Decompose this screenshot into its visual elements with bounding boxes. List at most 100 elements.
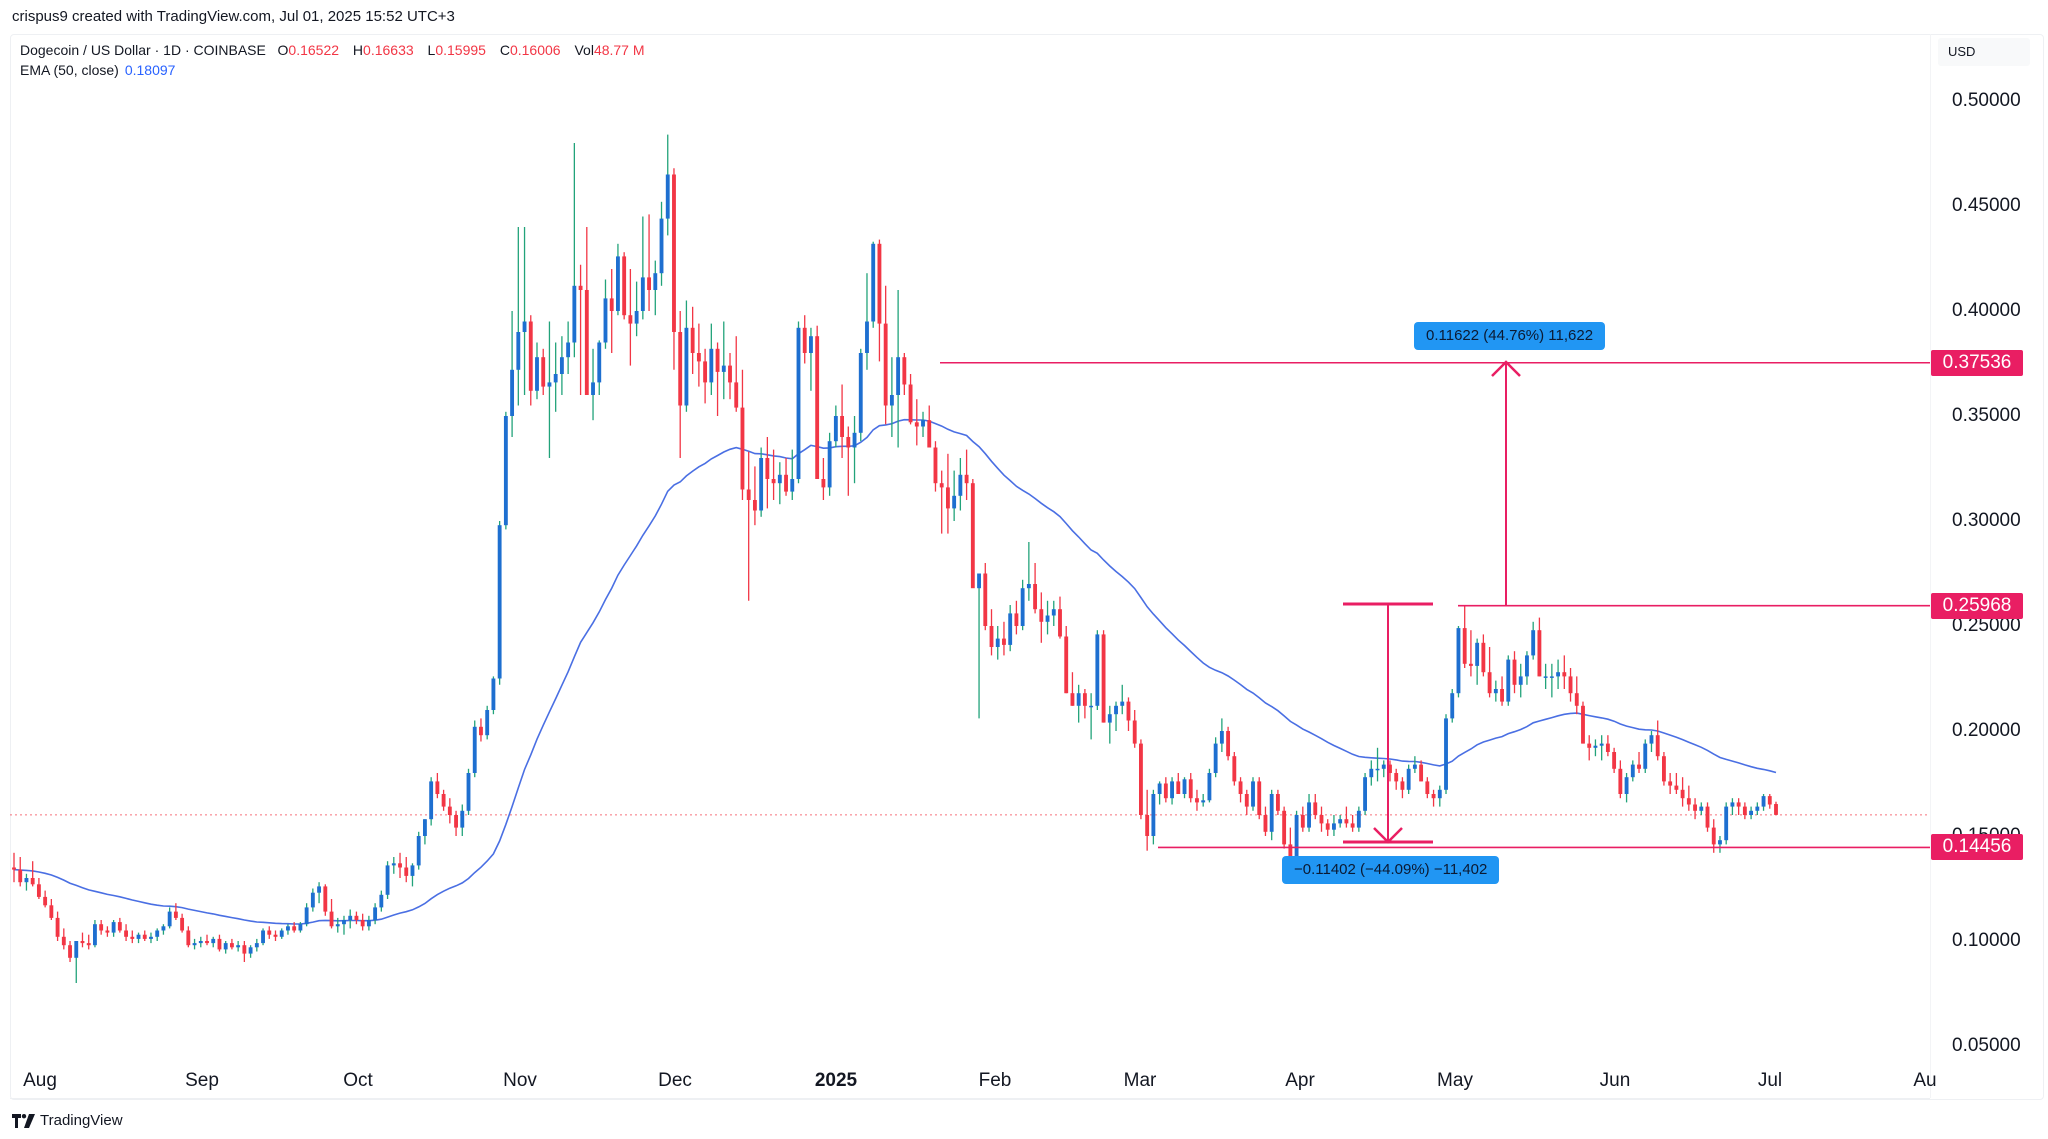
measure-label-down: −0.11402 (−44.09%) −11,402	[1282, 856, 1500, 884]
candle-body	[1195, 798, 1199, 803]
low-value: 0.15995	[435, 42, 486, 58]
candle-body	[142, 934, 147, 939]
candle-body	[205, 941, 209, 944]
candle-body	[1307, 802, 1311, 828]
candle-body	[535, 357, 539, 391]
candle-body	[310, 892, 315, 908]
candle-body	[1456, 628, 1461, 694]
candle-body	[323, 886, 328, 912]
candle-body	[1624, 777, 1629, 794]
candle-body	[703, 361, 708, 383]
ema-value: 0.18097	[124, 62, 176, 78]
price-tick-label: 0.45000	[1952, 195, 2021, 216]
candle-body	[1481, 642, 1486, 673]
candle-body	[1008, 613, 1013, 645]
measure-up-arrow-icon	[1491, 360, 1521, 377]
candle-body	[510, 369, 515, 416]
candle-body	[373, 907, 378, 920]
price-tick-label: 0.35000	[1952, 405, 2021, 426]
volume-label: Vol	[574, 42, 594, 58]
level-price-tag: 0.14456	[1931, 834, 2023, 861]
candle-body	[479, 726, 483, 736]
candle-body	[572, 285, 577, 343]
candle-body	[1693, 804, 1697, 811]
candlestick-plot[interactable]	[0, 0, 1930, 1050]
candle-body	[653, 273, 658, 290]
candle-body	[647, 277, 651, 290]
chart-legend: Dogecoin / US Dollar · 1D · COINBASE O0.…	[20, 40, 655, 80]
candle-body	[1151, 794, 1156, 836]
symbol-title[interactable]: Dogecoin / US Dollar · 1D · COINBASE	[20, 42, 266, 58]
candle-body	[840, 416, 845, 437]
candle-body	[1525, 655, 1529, 677]
tradingview-logo[interactable]: TradingView	[12, 1112, 123, 1129]
candle-body	[914, 422, 919, 427]
candle-body	[1058, 609, 1062, 637]
candle-body	[883, 323, 888, 406]
candle-body	[217, 938, 222, 950]
ema-line	[13, 418, 1777, 925]
candle-body	[1419, 764, 1424, 782]
time-tick-label: Apr	[1285, 1070, 1315, 1091]
candle-body	[254, 943, 259, 948]
candle-body	[1338, 819, 1343, 824]
close-label: C	[499, 42, 510, 58]
candle-body	[354, 915, 359, 920]
candle-body	[983, 573, 988, 626]
currency-label[interactable]: USD	[1938, 38, 2030, 66]
candle-body	[1363, 777, 1368, 811]
price-tick-label: 0.40000	[1952, 300, 2021, 321]
candle-body	[908, 384, 913, 423]
brand-name: TradingView	[40, 1112, 123, 1129]
candle-body	[1512, 659, 1517, 685]
candle-body	[80, 941, 85, 944]
candle-body	[1120, 701, 1125, 706]
candle-body	[329, 911, 334, 927]
candle-body	[1257, 781, 1262, 815]
candle-body	[1033, 584, 1038, 610]
price-tick-label: 0.25000	[1952, 615, 2021, 636]
candle-body	[317, 886, 322, 893]
candle-body	[945, 487, 950, 509]
candle-body	[1388, 764, 1392, 773]
candle-body	[242, 945, 247, 954]
candle-body	[1232, 756, 1237, 782]
candle-body	[1101, 634, 1106, 723]
candle-body	[447, 806, 452, 815]
price-tick-label: 0.10000	[1952, 930, 2021, 951]
candle-body	[1475, 642, 1480, 666]
chart-frame	[10, 34, 2044, 1100]
candle-body	[1705, 806, 1710, 828]
candle-body	[522, 321, 527, 332]
candle-body	[36, 884, 41, 897]
candle-body	[696, 353, 701, 362]
candle-body	[167, 911, 172, 927]
candle-body	[1400, 781, 1405, 790]
time-tick-label: Nov	[503, 1070, 537, 1091]
high-value: 0.16633	[363, 42, 414, 58]
ema-row[interactable]: EMA (50, close) 0.18097	[20, 60, 655, 80]
candle-body	[1381, 764, 1386, 769]
candle-body	[1014, 613, 1019, 626]
candle-body	[553, 374, 558, 383]
candle-body	[921, 420, 925, 427]
candle-body	[1637, 764, 1641, 769]
candle-body	[1070, 693, 1075, 706]
candle-body	[1269, 794, 1274, 832]
candle-body	[1531, 630, 1536, 656]
time-tick-label: Mar	[1123, 1070, 1157, 1091]
candle-body	[192, 943, 197, 946]
candle-body	[460, 810, 465, 828]
candle-body	[1300, 815, 1305, 828]
candle-body	[815, 336, 820, 479]
candle-body	[1288, 844, 1293, 857]
candle-body	[790, 479, 795, 492]
candle-body	[603, 298, 608, 343]
candle-body	[1126, 701, 1131, 721]
candle-body	[1468, 663, 1473, 666]
candle-body	[1574, 693, 1579, 706]
candle-body	[765, 458, 770, 479]
time-axis[interactable]: Aug Sep Oct Nov Dec 2025 Feb Mar Apr May Jun Jul Au	[10, 1050, 1937, 1098]
candle-body	[1263, 815, 1268, 832]
candle-body	[279, 930, 284, 937]
